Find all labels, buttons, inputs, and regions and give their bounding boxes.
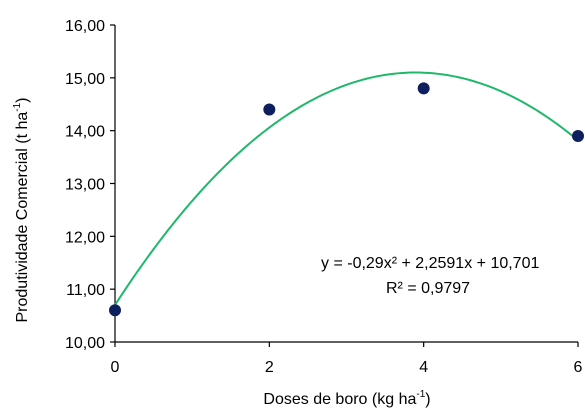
x-tick-label: 0	[111, 359, 120, 376]
y-tick-label: 15,00	[65, 71, 105, 88]
y-tick-label: 14,00	[65, 124, 105, 141]
x-tick-label: 6	[574, 359, 583, 376]
y-axis-title: Produtividade Comercial (t ha-1)	[12, 98, 31, 323]
data-point	[263, 103, 276, 116]
data-point	[109, 304, 121, 317]
x-tick-label: 2	[265, 359, 274, 376]
axes	[114, 25, 578, 343]
x-axis-title: Doses de boro (kg ha-1)	[263, 389, 430, 408]
y-tick-label: 11,00	[66, 282, 105, 299]
y-tick-label: 16,00	[65, 18, 105, 35]
trendline	[114, 71, 579, 306]
r-squared-label: R² = 0,9797	[386, 280, 470, 297]
y-tick-label: 10,00	[65, 335, 105, 352]
x-ticks: 0 2 4 6	[111, 342, 583, 376]
data-point	[417, 82, 430, 95]
trendline-equation: y = -0,29x² + 2,2591x + 10,701	[321, 255, 539, 272]
y-ticks: 10,00 11,00 12,00 13,00 14,00 15,00 16,00	[65, 18, 115, 352]
y-tick-label: 13,00	[65, 177, 105, 194]
x-tick-label: 4	[419, 359, 428, 376]
data-points	[109, 82, 584, 317]
y-tick-label: 12,00	[65, 229, 105, 246]
data-point	[572, 129, 584, 142]
